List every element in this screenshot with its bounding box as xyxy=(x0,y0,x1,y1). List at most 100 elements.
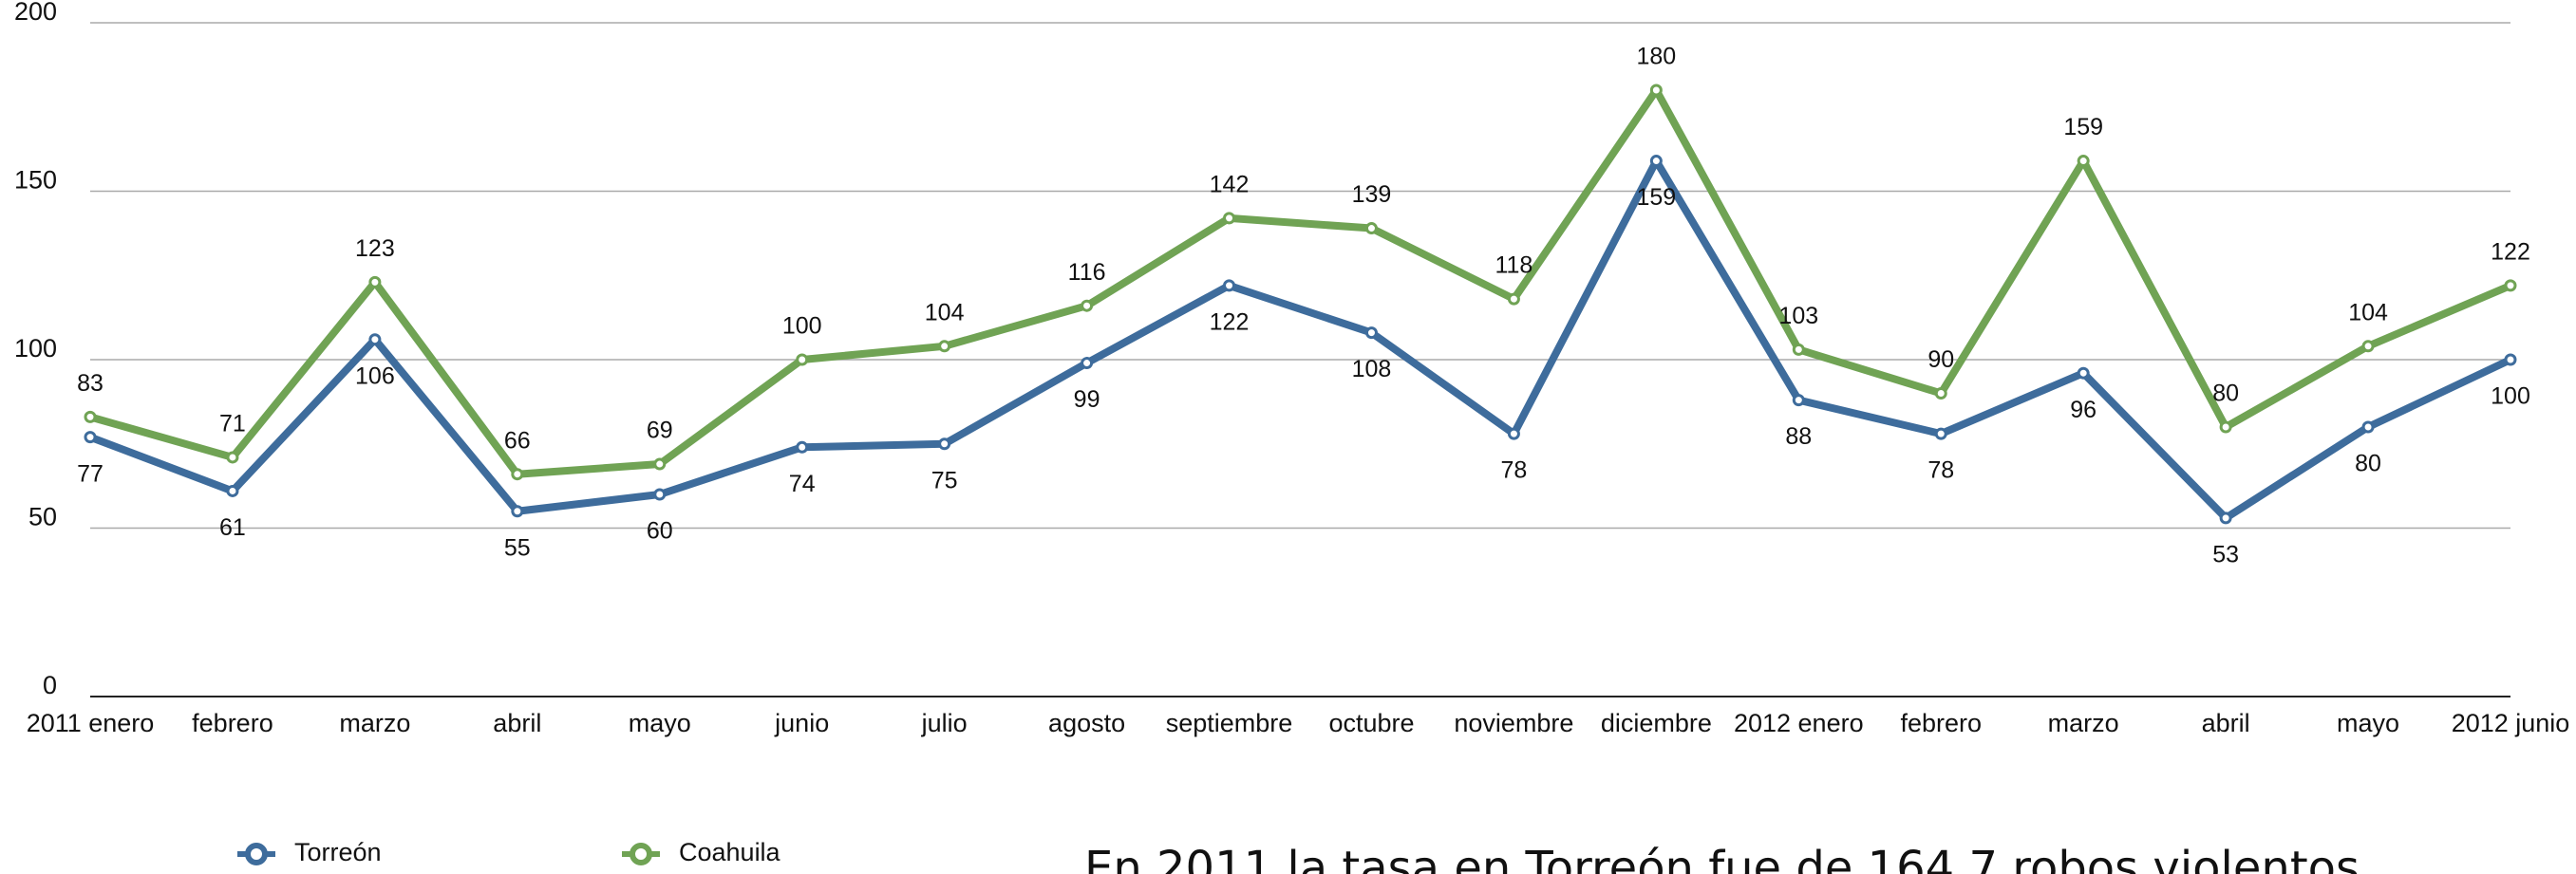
data-point xyxy=(2504,279,2517,292)
data-label: 104 xyxy=(2348,299,2388,325)
data-point xyxy=(2361,420,2375,434)
data-point xyxy=(84,431,97,444)
x-tick-label: julio xyxy=(921,709,968,737)
data-point xyxy=(938,340,951,353)
y-tick-label: 0 xyxy=(43,671,57,699)
data-label: 103 xyxy=(1778,303,1818,329)
data-point xyxy=(1081,299,1094,312)
data-label: 159 xyxy=(1636,184,1676,211)
data-point xyxy=(1792,343,1805,356)
data-label: 100 xyxy=(782,313,822,340)
data-label: 96 xyxy=(2070,397,2097,423)
data-point xyxy=(1081,357,1094,370)
data-label: 75 xyxy=(931,467,958,493)
data-point xyxy=(2077,366,2090,380)
data-label: 122 xyxy=(2491,239,2530,266)
data-point xyxy=(653,457,667,471)
data-label: 78 xyxy=(1927,457,1954,484)
data-label: 118 xyxy=(1495,252,1532,279)
x-tick-label: diciembre xyxy=(1601,709,1712,737)
y-tick-label: 200 xyxy=(14,0,57,26)
data-label: 78 xyxy=(1501,457,1528,484)
data-label: 106 xyxy=(355,363,395,389)
data-label: 80 xyxy=(2355,451,2381,477)
data-label: 123 xyxy=(355,235,395,262)
data-point xyxy=(368,333,382,346)
data-label: 71 xyxy=(219,411,246,437)
data-point xyxy=(2219,420,2232,434)
data-point xyxy=(84,410,97,423)
data-point xyxy=(1223,279,1236,292)
x-tick-label: septiembre xyxy=(1166,709,1293,737)
x-tick-label: abril xyxy=(493,709,541,737)
data-point xyxy=(1364,326,1378,340)
series-line xyxy=(88,157,2512,522)
x-tick-label: octubre xyxy=(1328,709,1414,737)
data-point xyxy=(796,353,809,366)
data-label: 69 xyxy=(647,418,673,444)
data-point xyxy=(226,484,239,497)
x-tick-label: febrero xyxy=(1900,709,1982,737)
x-tick-label: junio xyxy=(774,709,829,737)
data-label: 139 xyxy=(1352,181,1392,208)
legend-label: Torreón xyxy=(294,838,382,866)
data-label: 74 xyxy=(789,471,816,497)
data-label: 90 xyxy=(1927,346,1954,373)
data-point xyxy=(1934,387,1947,400)
y-tick-label: 100 xyxy=(14,334,57,363)
x-tick-label: 2012 enero xyxy=(1734,709,1864,737)
data-point xyxy=(2361,340,2375,353)
y-tick-label: 150 xyxy=(14,166,57,195)
annotation: En 2011 la tasa en Torreón fue de 164.7 … xyxy=(1084,842,2360,874)
data-label: 108 xyxy=(1352,356,1392,382)
data-point xyxy=(1507,292,1520,306)
data-point xyxy=(1649,155,1663,168)
data-point xyxy=(226,451,239,464)
legend-label: Coahuila xyxy=(679,838,781,866)
x-tick-label: agosto xyxy=(1048,709,1125,737)
data-label: 80 xyxy=(2212,381,2239,407)
data-label: 142 xyxy=(1210,172,1250,198)
x-tick-label: abril xyxy=(2202,709,2250,737)
data-point xyxy=(511,468,524,481)
data-point xyxy=(1649,84,1663,97)
data-label: 61 xyxy=(219,514,246,541)
data-point xyxy=(1364,222,1378,235)
data-label: 60 xyxy=(647,518,673,545)
data-point xyxy=(2077,155,2090,168)
data-point xyxy=(2504,353,2517,366)
data-point xyxy=(368,275,382,288)
legend-marker xyxy=(630,843,652,865)
data-label: 180 xyxy=(1636,44,1676,70)
x-tick-label: mayo xyxy=(629,709,691,737)
data-point xyxy=(1792,394,1805,407)
x-tick-label: marzo xyxy=(339,709,410,737)
data-label: 66 xyxy=(504,427,531,454)
data-label: 55 xyxy=(504,534,531,561)
data-label: 53 xyxy=(2212,541,2239,567)
data-point xyxy=(653,488,667,501)
data-point xyxy=(796,440,809,454)
data-label: 116 xyxy=(1068,259,1106,286)
data-point xyxy=(1223,212,1236,225)
data-point xyxy=(1507,427,1520,440)
data-label: 159 xyxy=(2063,114,2103,140)
data-point xyxy=(511,505,524,518)
data-label: 100 xyxy=(2491,383,2530,410)
series-line xyxy=(88,86,2512,478)
x-tick-label: 2011 enero xyxy=(27,709,155,737)
x-tick-label: febrero xyxy=(192,709,273,737)
y-tick-label: 50 xyxy=(28,503,57,531)
data-label: 99 xyxy=(1074,386,1100,413)
x-tick-label: noviembre xyxy=(1454,709,1573,737)
legend-marker xyxy=(245,843,268,865)
x-tick-label: marzo xyxy=(2048,709,2119,737)
data-point xyxy=(2219,511,2232,525)
data-point xyxy=(938,437,951,451)
data-label: 83 xyxy=(77,370,103,397)
x-tick-label: 2012 junio xyxy=(2452,709,2570,737)
data-label: 88 xyxy=(1785,423,1812,450)
data-label: 104 xyxy=(925,299,965,325)
x-tick-label: mayo xyxy=(2337,709,2399,737)
